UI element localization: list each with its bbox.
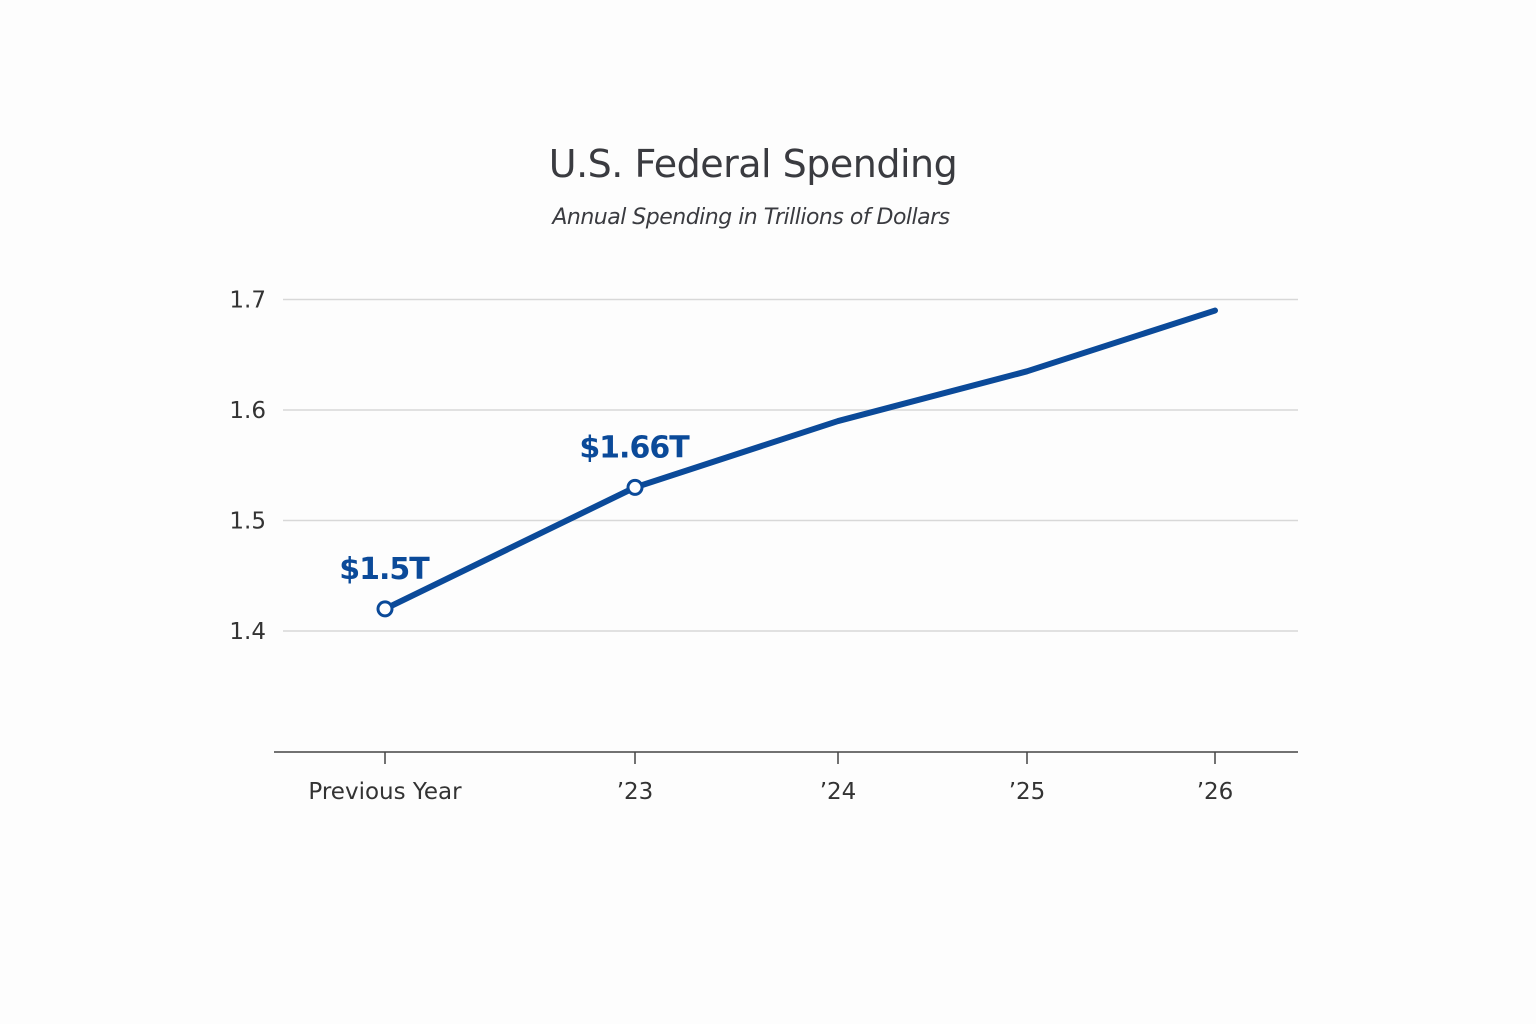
data-point-marker (626, 478, 644, 496)
x-tick-label: ’24 (820, 779, 857, 805)
y-tick-label: 1.7 (229, 288, 266, 314)
y-tick-label: 1.4 (229, 619, 266, 645)
x-tick-label: Previous Year (308, 779, 462, 805)
chart-subtitle: Annual Spending in Trillions of Dollars (552, 205, 950, 230)
y-tick-label: 1.6 (229, 398, 266, 424)
x-tick-label: ’23 (617, 779, 654, 805)
chart-title: U.S. Federal Spending (548, 142, 958, 186)
data-label: $1.5T (339, 552, 430, 587)
data-point-marker (376, 600, 394, 618)
x-tick-label: ’25 (1009, 779, 1046, 805)
data-label: $1.66T (579, 430, 690, 465)
x-tick-label: ’26 (1197, 779, 1234, 805)
series-line (382, 307, 1218, 612)
y-tick-label: 1.5 (229, 509, 266, 535)
